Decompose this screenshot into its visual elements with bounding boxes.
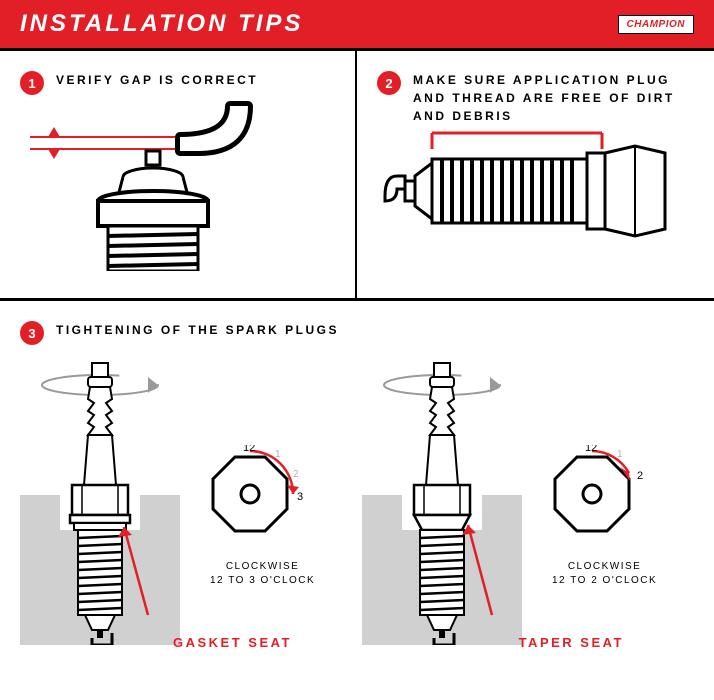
taper-seat-col: 12 1 2 CLOCKWISE 12 TO 2 O'CLOCK TAPER S… <box>362 355 694 675</box>
champion-logo: CHAMPION <box>618 15 694 34</box>
clockwise-text: CLOCKWISE <box>568 561 642 572</box>
gasket-seat-col: 12 1 2 3 CLOCKWISE 12 TO 3 O'CLOCK GASKE… <box>20 355 352 675</box>
gap-diagram <box>30 101 310 271</box>
top-panels: 1 VERIFY GAP IS CORRECT <box>0 51 714 301</box>
step-number-badge: 3 <box>20 321 44 345</box>
clock-range-text: 12 TO 2 O'CLOCK <box>552 575 657 586</box>
header-bar: INSTALLATION TIPS CHAMPION <box>0 0 714 48</box>
svg-text:12: 12 <box>585 445 597 454</box>
gasket-plug-diagram <box>20 355 190 645</box>
seat-comparison: 12 1 2 3 CLOCKWISE 12 TO 3 O'CLOCK GASKE… <box>20 355 694 675</box>
clock-range-text: 12 TO 3 O'CLOCK <box>210 575 315 586</box>
svg-text:1: 1 <box>617 449 623 460</box>
panel-tightening: 3 TIGHTENING OF THE SPARK PLUGS <box>0 301 714 700</box>
step-text: VERIFY GAP IS CORRECT <box>56 71 258 89</box>
thread-diagram <box>377 121 677 271</box>
clockwise-label: CLOCKWISE 12 TO 3 O'CLOCK <box>210 560 315 588</box>
step-number-badge: 1 <box>20 71 44 95</box>
step-text: TIGHTENING OF THE SPARK PLUGS <box>56 321 339 339</box>
svg-text:3: 3 <box>297 491 303 503</box>
svg-text:2: 2 <box>293 469 299 480</box>
gasket-seat-label: GASKET SEAT <box>173 635 292 650</box>
panel-verify-gap: 1 VERIFY GAP IS CORRECT <box>0 51 357 298</box>
clock-dial-taper: 12 1 2 <box>537 445 647 555</box>
clockwise-text: CLOCKWISE <box>226 561 300 572</box>
svg-text:2: 2 <box>637 470 643 482</box>
taper-seat-label: TAPER SEAT <box>519 635 624 650</box>
clock-dial-gasket: 12 1 2 3 <box>195 445 305 555</box>
step-header-2: 2 MAKE SURE APPLICATION PLUG AND THREAD … <box>377 71 694 125</box>
step-number-badge: 2 <box>377 71 401 95</box>
clockwise-label: CLOCKWISE 12 TO 2 O'CLOCK <box>552 560 657 588</box>
step-text: MAKE SURE APPLICATION PLUG AND THREAD AR… <box>413 71 694 125</box>
panel-clean-thread: 2 MAKE SURE APPLICATION PLUG AND THREAD … <box>357 51 714 298</box>
taper-plug-diagram <box>362 355 532 645</box>
svg-text:1: 1 <box>275 449 281 460</box>
page-title: INSTALLATION TIPS <box>20 10 303 38</box>
step-header-3: 3 TIGHTENING OF THE SPARK PLUGS <box>20 321 694 345</box>
svg-text:12: 12 <box>243 445 255 454</box>
step-header-1: 1 VERIFY GAP IS CORRECT <box>20 71 335 95</box>
